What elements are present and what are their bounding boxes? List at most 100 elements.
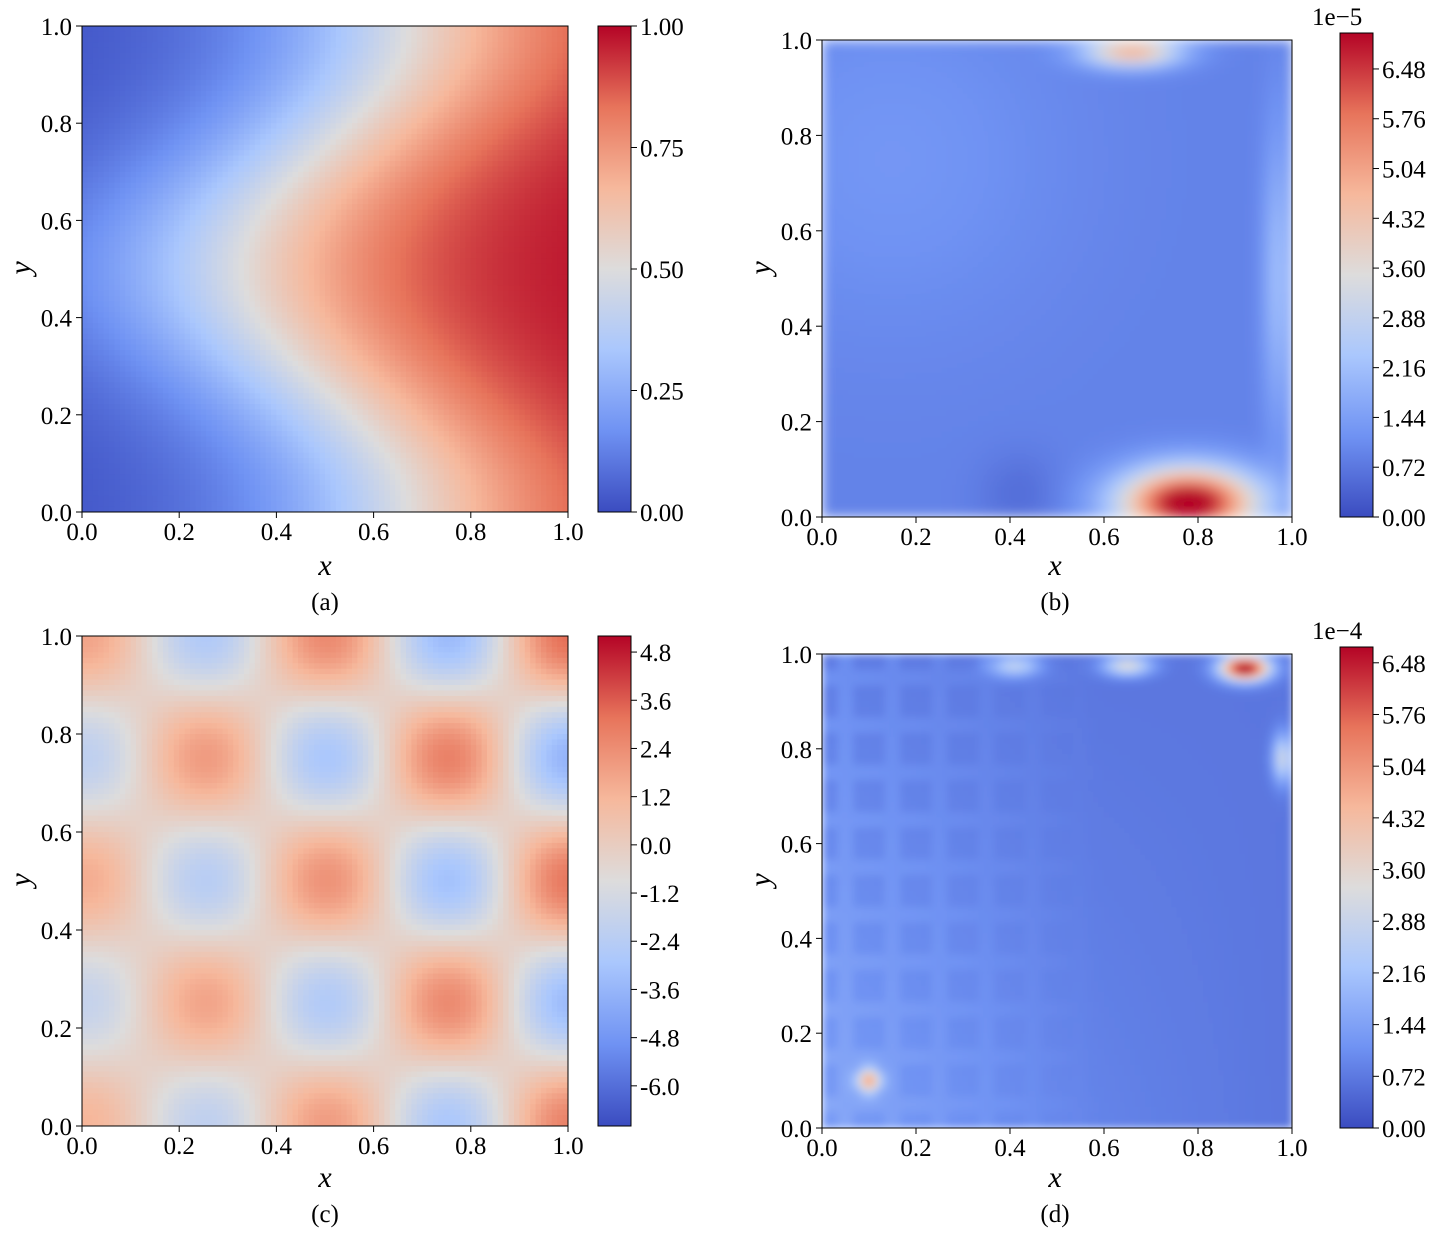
x-tick-label: 0.0	[806, 524, 837, 551]
colorbar-tick-label: 6.48	[1382, 651, 1426, 678]
y-tick-label: 0.8	[781, 737, 812, 764]
panel-d: 0.0 0.2 0.4 0.6 0.8 1.0 0.0 0.2 0.4 0.6 0.8 1.0 x y (d…	[744, 618, 1426, 1228]
plot-frame	[821, 653, 1293, 1129]
colorbar-tick-label: 2.16	[1382, 356, 1426, 383]
colorbar-tick-label: 0.0	[640, 833, 671, 860]
y-tick-label: 0.2	[41, 1016, 72, 1043]
colorbar	[597, 25, 632, 513]
colorbar-tick-label: 4.32	[1382, 806, 1426, 833]
x-tick-label: 0.8	[1182, 1135, 1213, 1162]
colorbar-tick-label: 2.88	[1382, 306, 1426, 333]
x-tick-label: 0.6	[1088, 1135, 1119, 1162]
y-axis-label: y	[4, 873, 37, 890]
y-tick-label: 0.6	[41, 820, 72, 847]
panel-b: 0.0 0.2 0.4 0.6 0.8 1.0 0.0 0.2 0.4 0.6 0.8 1.0 x y (b…	[744, 4, 1426, 616]
y-tick-label: 0.6	[781, 219, 812, 246]
x-tick-label: 0.4	[994, 524, 1026, 551]
colorbar-tick-label: -1.2	[640, 881, 680, 908]
colorbar-tick-label: 5.04	[1382, 157, 1426, 184]
colorbar	[597, 635, 632, 1127]
x-axis-label: x	[1047, 1161, 1062, 1194]
colorbar-tick-label: 6.48	[1382, 57, 1426, 84]
colorbar-offset-label: 1e−4	[1312, 618, 1363, 645]
y-tick-label: 1.0	[781, 642, 812, 669]
colorbar-tick-label: 0.75	[640, 136, 684, 163]
colorbar-tick-label: 1.44	[1382, 1013, 1426, 1040]
y-tick-label: 0.8	[41, 111, 72, 138]
x-tick-label: 0.4	[994, 1135, 1026, 1162]
x-tick-label: 1.0	[1276, 1135, 1307, 1162]
x-tick-label: 0.2	[164, 1133, 195, 1160]
y-tick-label: 1.0	[781, 28, 812, 55]
y-tick-label: 1.0	[41, 624, 72, 651]
x-tick-label: 0.4	[261, 1133, 293, 1160]
x-tick-label: 1.0	[552, 519, 583, 546]
y-axis-label: y	[744, 261, 777, 278]
colorbar-tick-label: 2.4	[640, 736, 672, 763]
colorbar-tick-label: 0.72	[1382, 1064, 1426, 1091]
y-tick-label: 0.4	[781, 314, 813, 341]
y-tick-label: 0.0	[781, 1116, 812, 1143]
heatmap-field	[82, 636, 568, 1126]
colorbar-tick-label: -4.8	[640, 1026, 680, 1053]
colorbar-tick-label: 1.00	[640, 14, 684, 41]
y-tick-label: 0.6	[781, 832, 812, 859]
colorbar-tick-label: 4.8	[640, 640, 671, 667]
x-axis-label: x	[317, 549, 332, 582]
colorbar-tick-label: 5.76	[1382, 107, 1426, 134]
x-axis-label: x	[317, 1161, 332, 1194]
x-tick-label: 0.0	[66, 519, 97, 546]
y-tick-label: 0.8	[41, 722, 72, 749]
y-tick-label: 0.4	[41, 918, 73, 945]
colorbar	[1339, 646, 1374, 1129]
x-tick-label: 0.8	[455, 519, 486, 546]
x-tick-label: 0.6	[358, 1133, 389, 1160]
colorbar-tick-label: 0.72	[1382, 455, 1426, 482]
x-tick-label: 0.2	[900, 1135, 931, 1162]
x-tick-label: 0.6	[1088, 524, 1119, 551]
colorbar-tick-label: 1.2	[640, 785, 671, 812]
plot-frame	[81, 25, 569, 513]
x-tick-label: 1.0	[552, 1133, 583, 1160]
x-tick-label: 0.8	[1182, 524, 1213, 551]
x-tick-label: 0.6	[358, 519, 389, 546]
colorbar-tick-label: 0.50	[640, 257, 684, 284]
y-tick-label: 0.6	[41, 208, 72, 235]
y-tick-label: 0.8	[781, 123, 812, 150]
y-tick-label: 0.2	[781, 1021, 812, 1048]
y-tick-label: 0.2	[781, 410, 812, 437]
colorbar-tick-label: 2.16	[1382, 961, 1426, 988]
y-axis-label: y	[744, 873, 777, 890]
colorbar-tick-label: 0.00	[640, 500, 684, 527]
plot-frame	[81, 635, 569, 1127]
colorbar-tick-label: -3.6	[640, 977, 680, 1004]
x-tick-label: 0.0	[66, 1133, 97, 1160]
x-tick-label: 0.4	[261, 519, 293, 546]
colorbar-tick-label: 3.60	[1382, 256, 1426, 283]
panel-caption: (b)	[1040, 589, 1069, 616]
colorbar-tick-label: -6.0	[640, 1074, 680, 1101]
y-tick-label: 0.0	[41, 1114, 72, 1141]
colorbar	[1339, 32, 1374, 518]
x-tick-label: 0.0	[806, 1135, 837, 1162]
colorbar-tick-label: 4.32	[1382, 206, 1426, 233]
y-tick-label: 0.2	[41, 403, 72, 430]
y-tick-label: 0.0	[781, 505, 812, 532]
x-tick-label: 0.2	[900, 524, 931, 551]
colorbar-tick-label: 3.6	[640, 688, 671, 715]
colorbar-tick-label: 0.00	[1382, 1116, 1426, 1143]
y-tick-label: 1.0	[41, 14, 72, 41]
x-tick-label: 1.0	[1276, 524, 1307, 551]
colorbar-tick-label: 3.60	[1382, 858, 1426, 885]
colorbar-tick-label: 0.00	[1382, 505, 1426, 532]
y-tick-label: 0.4	[41, 306, 73, 333]
colorbar-tick-label: 5.04	[1382, 754, 1426, 781]
heatmap-field	[82, 26, 568, 512]
colorbar-offset-label: 1e−5	[1312, 4, 1362, 31]
heatmap-field	[822, 654, 1292, 1128]
panel-caption: (c)	[311, 1201, 339, 1228]
colorbar-tick-label: 0.25	[640, 379, 684, 406]
colorbar-tick-label: -2.4	[640, 929, 680, 956]
colorbar-tick-label: 2.88	[1382, 909, 1426, 936]
